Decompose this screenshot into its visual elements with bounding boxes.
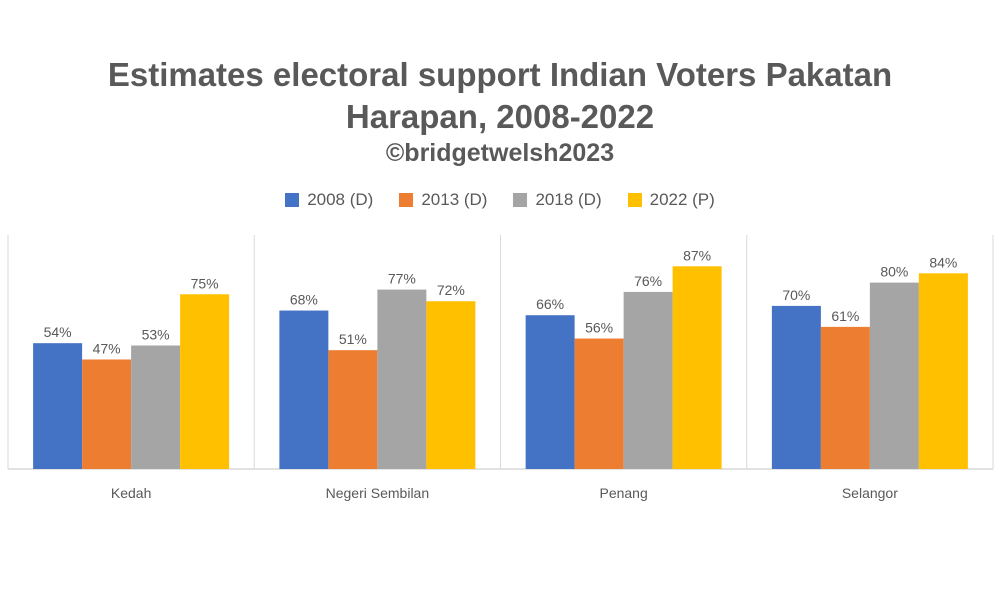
bar-penang-3 [672,266,722,469]
bar-kedah-0 [33,343,83,469]
bar-kedah-2 [131,345,181,469]
data-label: 68% [290,292,318,308]
bar-selangor-3 [918,273,968,469]
legend-item-2008: 2008 (D) [285,190,373,210]
data-label: 84% [929,254,957,270]
data-label: 72% [437,282,465,298]
bar-selangor-0 [771,305,821,469]
legend-swatch-2013 [399,193,414,207]
bar-selangor-1 [820,326,870,469]
legend-item-2013: 2013 (D) [399,190,487,210]
legend-label-2013: 2013 (D) [421,190,488,209]
bar-selangor-2 [869,282,919,469]
legend-swatch-2018 [513,193,528,207]
category-label: Negeri Sembilan [326,485,430,501]
bar-penang-1 [574,338,624,469]
chart-subtitle: ©bridgetwelsh2023 [385,139,615,167]
data-label: 66% [536,296,564,312]
category-label: Penang [599,485,647,501]
category-label: Kedah [111,485,151,501]
legend-swatch-2008 [285,193,300,207]
chart-title-line-2: Harapan, 2008-2022 [345,98,655,135]
legend-label-2022: 2022 (P) [649,190,715,209]
data-label: 61% [831,308,859,324]
legend-swatch-2022 [627,193,642,207]
bar-kedah-1 [82,359,132,469]
bar-negeri-sembilan-1 [328,350,378,469]
bar-negeri-sembilan-0 [279,310,329,469]
bar-negeri-sembilan-3 [426,301,476,469]
data-label: 80% [880,264,908,280]
category-label: Selangor [842,485,898,501]
legend-label-2018: 2018 (D) [535,190,602,209]
chart-title-line-1: Estimates electoral support Indian Voter… [107,56,893,93]
bar-negeri-sembilan-2 [377,289,427,469]
data-label: 51% [339,331,367,347]
data-label: 76% [634,273,662,289]
legend-item-2018: 2018 (D) [513,190,602,210]
chart-legend: 2008 (D) 2013 (D) 2018 (D) 2022 (P) [0,190,1000,210]
bar-kedah-3 [180,294,230,469]
data-label: 77% [388,271,416,287]
data-label: 75% [191,275,219,291]
bar-penang-2 [623,291,673,469]
data-label: 53% [142,327,170,343]
legend-label-2008: 2008 (D) [307,190,374,209]
data-label: 54% [44,324,72,340]
data-label: 70% [782,287,810,303]
bar-penang-0 [525,315,575,469]
data-label: 87% [683,247,711,263]
data-label: 47% [93,340,121,356]
legend-item-2022: 2022 (P) [627,190,715,210]
data-label: 56% [585,320,613,336]
